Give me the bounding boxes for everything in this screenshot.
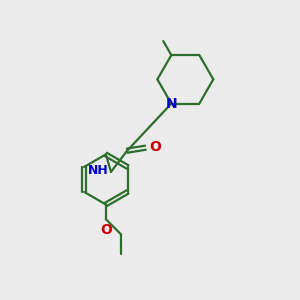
Text: O: O [100,223,112,237]
Text: NH: NH [88,164,109,177]
Text: O: O [150,140,161,154]
Text: N: N [166,97,177,111]
